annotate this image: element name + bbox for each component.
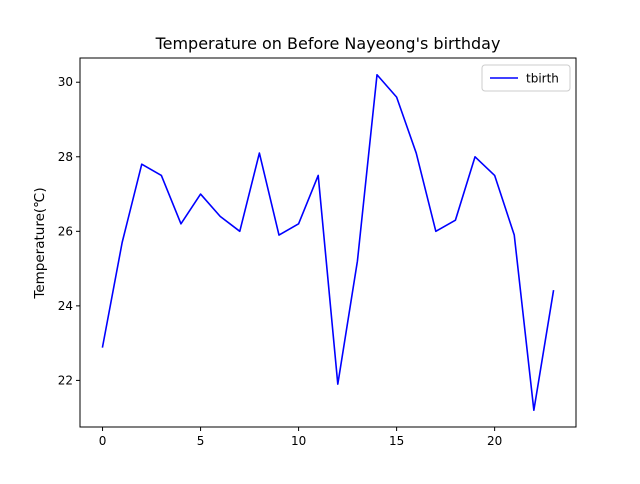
axes: 0 5 10 15 20 22 24 26 28 30 — [58, 57, 577, 448]
legend-box — [481, 64, 571, 92]
x-tick-label: 10 — [291, 434, 306, 448]
y-tick-label: 30 — [58, 75, 73, 89]
x-tick-label: 5 — [197, 434, 205, 448]
x-tick-label: 0 — [99, 434, 107, 448]
legend-label: tbirth — [526, 72, 559, 86]
y-tick-label: 26 — [58, 224, 73, 238]
y-axis-label: Temperature(℃) — [32, 187, 48, 299]
legend: tbirth — [481, 64, 571, 92]
x-tick-label: 15 — [389, 434, 404, 448]
y-tick-label: 24 — [58, 299, 73, 313]
series-line-tbirth — [101, 73, 555, 412]
y-tick-label: 22 — [58, 373, 73, 387]
y-tick-label: 28 — [58, 150, 73, 164]
chart-title: Temperature on Before Nayeong's birthday — [155, 34, 501, 53]
axes-frame — [79, 57, 577, 428]
plot-area — [101, 73, 555, 412]
x-tick-label: 20 — [487, 434, 502, 448]
